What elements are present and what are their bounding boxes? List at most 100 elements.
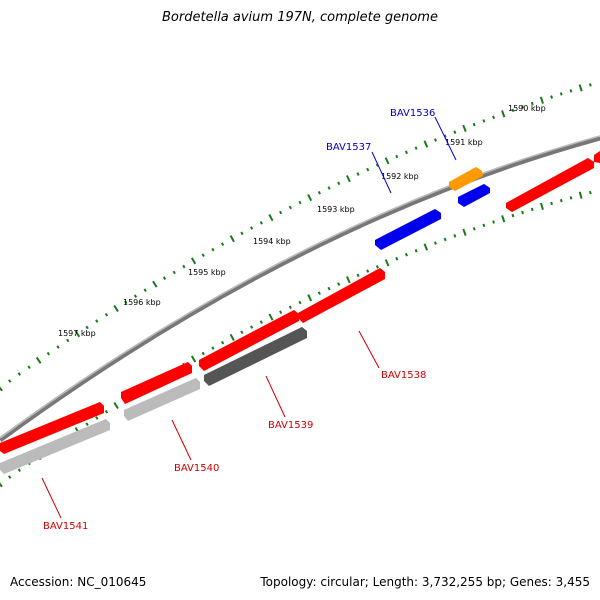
outer-tick: [482, 119, 486, 123]
inner-tick: [588, 190, 592, 195]
inner-tick: [414, 249, 418, 253]
outer-tick: [366, 167, 370, 172]
outer-tick: [66, 338, 70, 343]
outer-tick: [133, 294, 138, 298]
gene-forward-top-right[interactable]: [506, 158, 594, 212]
inner-tick: [356, 273, 360, 278]
scale-label-1597: 1597 kbp: [58, 329, 96, 338]
inner-tick: [201, 351, 205, 356]
gene-forward-left[interactable]: [0, 402, 104, 454]
gene-label-bav1538[interactable]: BAV1538: [381, 370, 426, 381]
inner-tick: [492, 220, 495, 224]
inner-tick: [279, 310, 283, 314]
gene-bav1537[interactable]: [375, 209, 441, 250]
accession-text: Accession: NC_010645: [10, 575, 147, 589]
inner-tick: [190, 355, 197, 363]
inner-tick: [482, 223, 486, 228]
inner-tick: [229, 333, 235, 341]
outer-tick: [113, 304, 119, 312]
inner-tick: [384, 259, 390, 267]
inner-tick: [95, 416, 99, 420]
outer-tick-track: [0, 83, 592, 392]
inner-tick: [288, 305, 292, 310]
outer-tick: [530, 101, 534, 106]
leader-bav1541: [41, 477, 62, 519]
gene-bav1541[interactable]: [0, 419, 110, 474]
outer-tick: [472, 122, 476, 127]
inner-tick: [221, 340, 225, 345]
scale-label-1594: 1594 kbp: [253, 237, 291, 246]
inner-tick: [511, 213, 515, 218]
scale-label-1595: 1595 kbp: [188, 268, 226, 277]
inner-tick: [298, 300, 302, 305]
outer-tick: [414, 146, 418, 150]
outer-tick: [201, 253, 205, 257]
outer-tick: [453, 130, 457, 134]
outer-tick: [259, 221, 263, 225]
inner-tick: [404, 252, 408, 257]
scale-label-1596: 1596 kbp: [123, 298, 161, 307]
inner-tick: [453, 234, 457, 238]
inner-tick: [104, 409, 109, 414]
inner-tick: [395, 256, 399, 261]
inner-tick: [240, 330, 244, 335]
gene-label-bav1536[interactable]: BAV1536: [390, 108, 435, 119]
gene-label-bav1537[interactable]: BAV1537: [326, 142, 371, 153]
scale-label-1591: 1591 kbp: [445, 138, 483, 147]
gene-forward-edge-right[interactable]: [594, 151, 600, 163]
outer-tick: [539, 96, 544, 104]
outer-tick: [327, 186, 331, 190]
outer-tick: [578, 84, 583, 92]
gene-bav1536-blue[interactable]: [458, 184, 490, 207]
outer-tick: [190, 257, 197, 265]
leader-bav1538: [358, 330, 380, 369]
gene-bav1540[interactable]: [124, 378, 200, 421]
outer-tick: [375, 163, 379, 167]
gene-bav1539[interactable]: [204, 327, 307, 386]
gene-label-bav1540[interactable]: BAV1540: [174, 463, 219, 474]
outer-tick: [250, 226, 254, 230]
outer-tick: [511, 108, 515, 113]
outer-tick: [172, 270, 176, 275]
outer-tick: [95, 319, 99, 323]
outer-tick: [395, 154, 399, 159]
inner-tick: [501, 215, 506, 223]
gene-forward-left-mid[interactable]: [121, 362, 192, 404]
outer-tick: [559, 92, 563, 96]
gene-label-bav1539[interactable]: BAV1539: [268, 420, 313, 431]
inner-tick: [559, 198, 563, 203]
inner-tick: [0, 482, 3, 488]
outer-tick: [443, 134, 447, 138]
outer-tick: [317, 190, 321, 195]
genome-backbone: [0, 135, 600, 443]
outer-tick: [501, 110, 506, 118]
outer-tick: [240, 231, 244, 236]
inner-tick: [530, 207, 534, 212]
outer-tick: [17, 372, 22, 376]
outer-tick: [423, 140, 429, 148]
outer-tick: [307, 194, 313, 202]
gene-forward-mid[interactable]: [199, 310, 299, 371]
leader-bav1536: [434, 116, 457, 161]
inner-tick: [250, 325, 254, 329]
outer-tick: [433, 138, 438, 142]
gene-bav1536-orange[interactable]: [449, 167, 483, 191]
inner-tick: [521, 210, 524, 215]
outer-tick: [27, 365, 31, 369]
outer-tick: [152, 280, 158, 288]
outer-tick: [220, 242, 225, 246]
outer-tick: [356, 172, 360, 176]
inner-tick: [550, 201, 553, 206]
outer-tick: [462, 124, 467, 132]
inner-tick: [578, 191, 583, 199]
gene-label-bav1541[interactable]: BAV1541: [43, 521, 88, 532]
outer-tick: [124, 300, 128, 305]
leader-bav1539: [265, 375, 286, 418]
gene-bav1538[interactable]: [298, 268, 385, 323]
inner-tick: [462, 228, 467, 236]
outer-tick: [337, 181, 341, 186]
outer-tick: [162, 276, 167, 281]
inner-tick: [366, 269, 370, 273]
leader-bav1537: [371, 151, 392, 194]
leader-bav1540: [171, 419, 192, 461]
